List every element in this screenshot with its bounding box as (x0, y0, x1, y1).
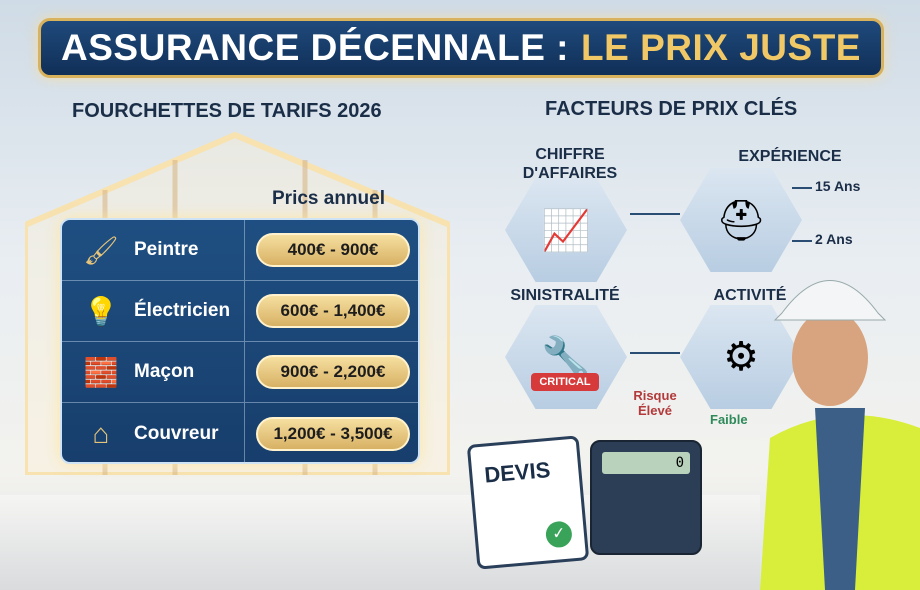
price-range: 400€ - 900€ (256, 233, 410, 267)
tariff-table: 🖌 Peintre 400€ - 900€ 💡 Électricien 600€ - 1… (60, 218, 420, 464)
checkmark-icon: ✓ (544, 520, 573, 549)
chart-coins-icon: 📈 (505, 178, 627, 282)
experience-label: EXPÉRIENCE (738, 148, 842, 165)
annual-price-label: Prics annuel (272, 188, 385, 209)
paint-roller-icon: 🖌 (83, 234, 119, 266)
worker-illustration (760, 280, 920, 590)
quote-document: DEVIS ✓ (466, 435, 590, 570)
trade-label: Couvreur (134, 422, 219, 444)
critical-badge: CRITICAL (531, 373, 599, 391)
experience-high: 15 Ans (815, 178, 861, 194)
cracked-wall-tools-icon: 🔧 (505, 305, 627, 409)
arrow-right (630, 213, 680, 215)
quote-label: DEVIS (483, 456, 552, 488)
table-row: 🧱 Maçon 900€ - 2,200€ (62, 342, 418, 403)
table-row: 💡 Électricien 600€ - 1,400€ (62, 281, 418, 342)
lightbulb-icon: 💡 (83, 295, 119, 327)
price-range: 900€ - 2,200€ (256, 355, 410, 389)
price-range: 600€ - 1,400€ (256, 294, 410, 328)
risk-high-label: Risque Élevé (633, 388, 677, 418)
table-row: ⌂ Couvreur 1,200€ - 3,500€ (62, 403, 418, 464)
factors-heading: FACTEURS DE PRIX CLÉS (545, 98, 798, 120)
mason-bricks-icon: 🧱 (83, 356, 119, 388)
trade-label: Électricien (134, 300, 231, 321)
risk-low-label: Faible (710, 412, 748, 427)
claims-label: SINISTRALITÉ (510, 287, 620, 304)
trade-label: Maçon (134, 361, 195, 382)
price-range: 1,200€ - 3,500€ (256, 416, 410, 451)
arrow-right (630, 352, 680, 354)
roof-icon: ⌂ (92, 417, 110, 449)
trade-label: Peintre (134, 239, 199, 260)
table-row: 🖌 Peintre 400€ - 900€ (62, 220, 418, 281)
tariffs-heading: FOURCHETTES DE TARIFS 2026 (72, 100, 382, 122)
revenue-label: CHIFFRE D'AFFAIRES (522, 146, 618, 182)
title-banner: ASSURANCE DÉCENNALE : LE PRIX JUSTE (38, 18, 884, 78)
experience-low: 2 Ans (815, 231, 853, 247)
calculator-display: 0 (602, 452, 690, 474)
title-part2: LE PRIX JUSTE (581, 27, 861, 68)
calculator: 0 (590, 440, 702, 555)
hardhat-tape-icon: ⛑ (680, 168, 802, 272)
title-part1: ASSURANCE DÉCENNALE : (61, 27, 570, 68)
activity-label: ACTIVITÉ (713, 287, 787, 304)
